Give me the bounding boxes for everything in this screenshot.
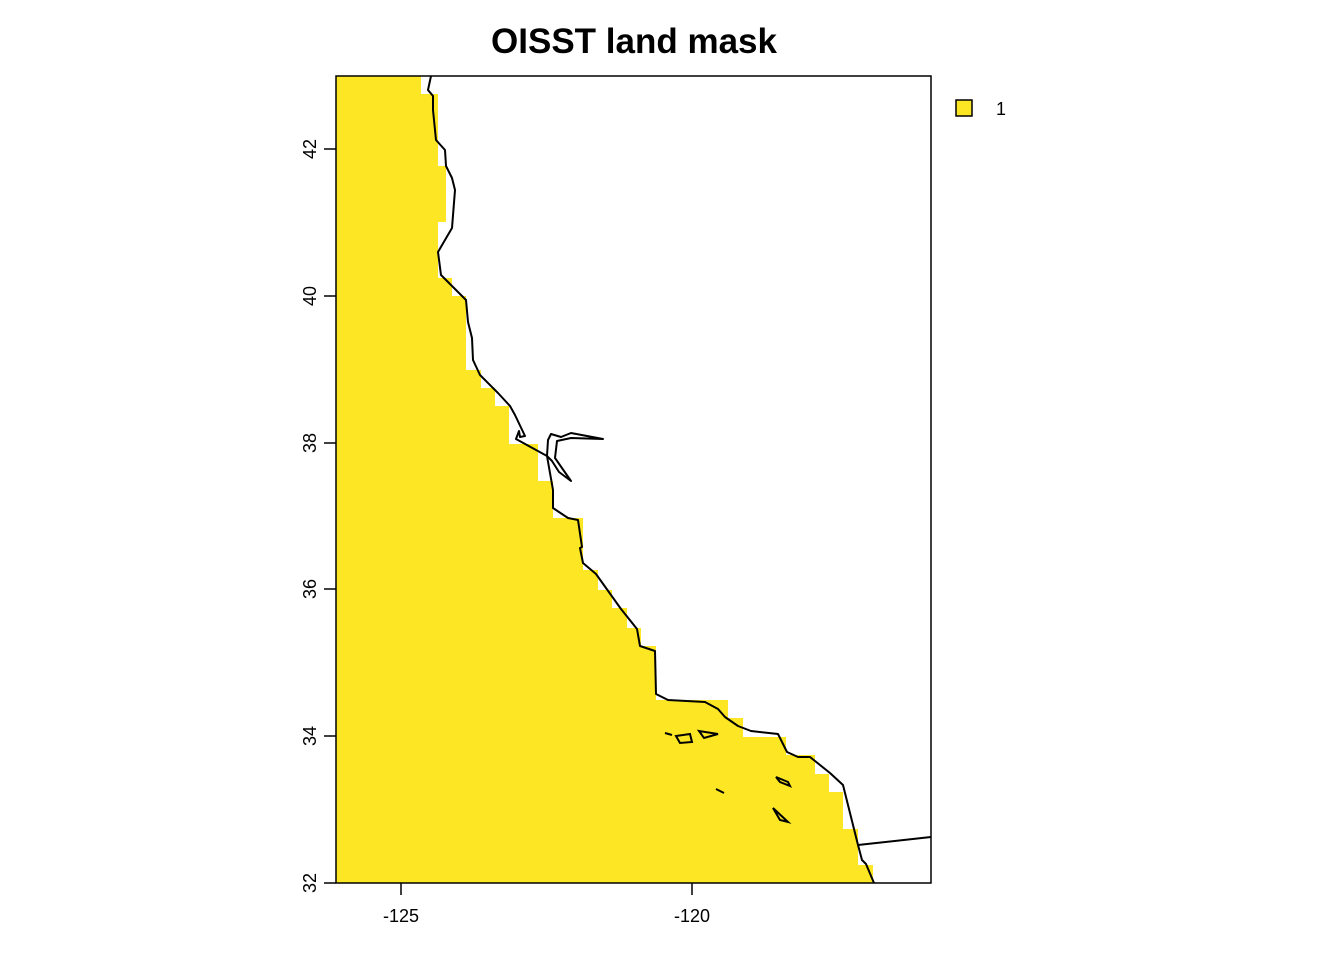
- y-tick-label: 36: [300, 579, 320, 599]
- legend-label: 1: [996, 99, 1006, 119]
- island: [664, 732, 673, 736]
- x-tick-label: -120: [674, 906, 710, 926]
- y-tick-label: 34: [300, 726, 320, 746]
- island: [674, 732, 694, 745]
- land-mask-raster: [336, 76, 873, 883]
- plot-frame: [335, 75, 932, 884]
- legend-swatch: [955, 99, 973, 117]
- map-title: OISST land mask: [491, 22, 777, 61]
- x-tick-label: -125: [383, 906, 419, 926]
- x-axis: -125 -120: [383, 883, 710, 926]
- border-line: [857, 836, 932, 846]
- island: [696, 729, 719, 740]
- y-tick-label: 32: [300, 873, 320, 893]
- y-tick-label: 40: [300, 286, 320, 306]
- y-axis: 32 34 36 38 40 42: [300, 139, 336, 893]
- y-tick-label: 42: [300, 139, 320, 159]
- island: [715, 788, 725, 794]
- legend: 1: [955, 99, 1006, 119]
- island: [775, 776, 793, 788]
- island: [772, 807, 792, 824]
- coastline: [427, 75, 875, 884]
- y-tick-label: 38: [300, 433, 320, 453]
